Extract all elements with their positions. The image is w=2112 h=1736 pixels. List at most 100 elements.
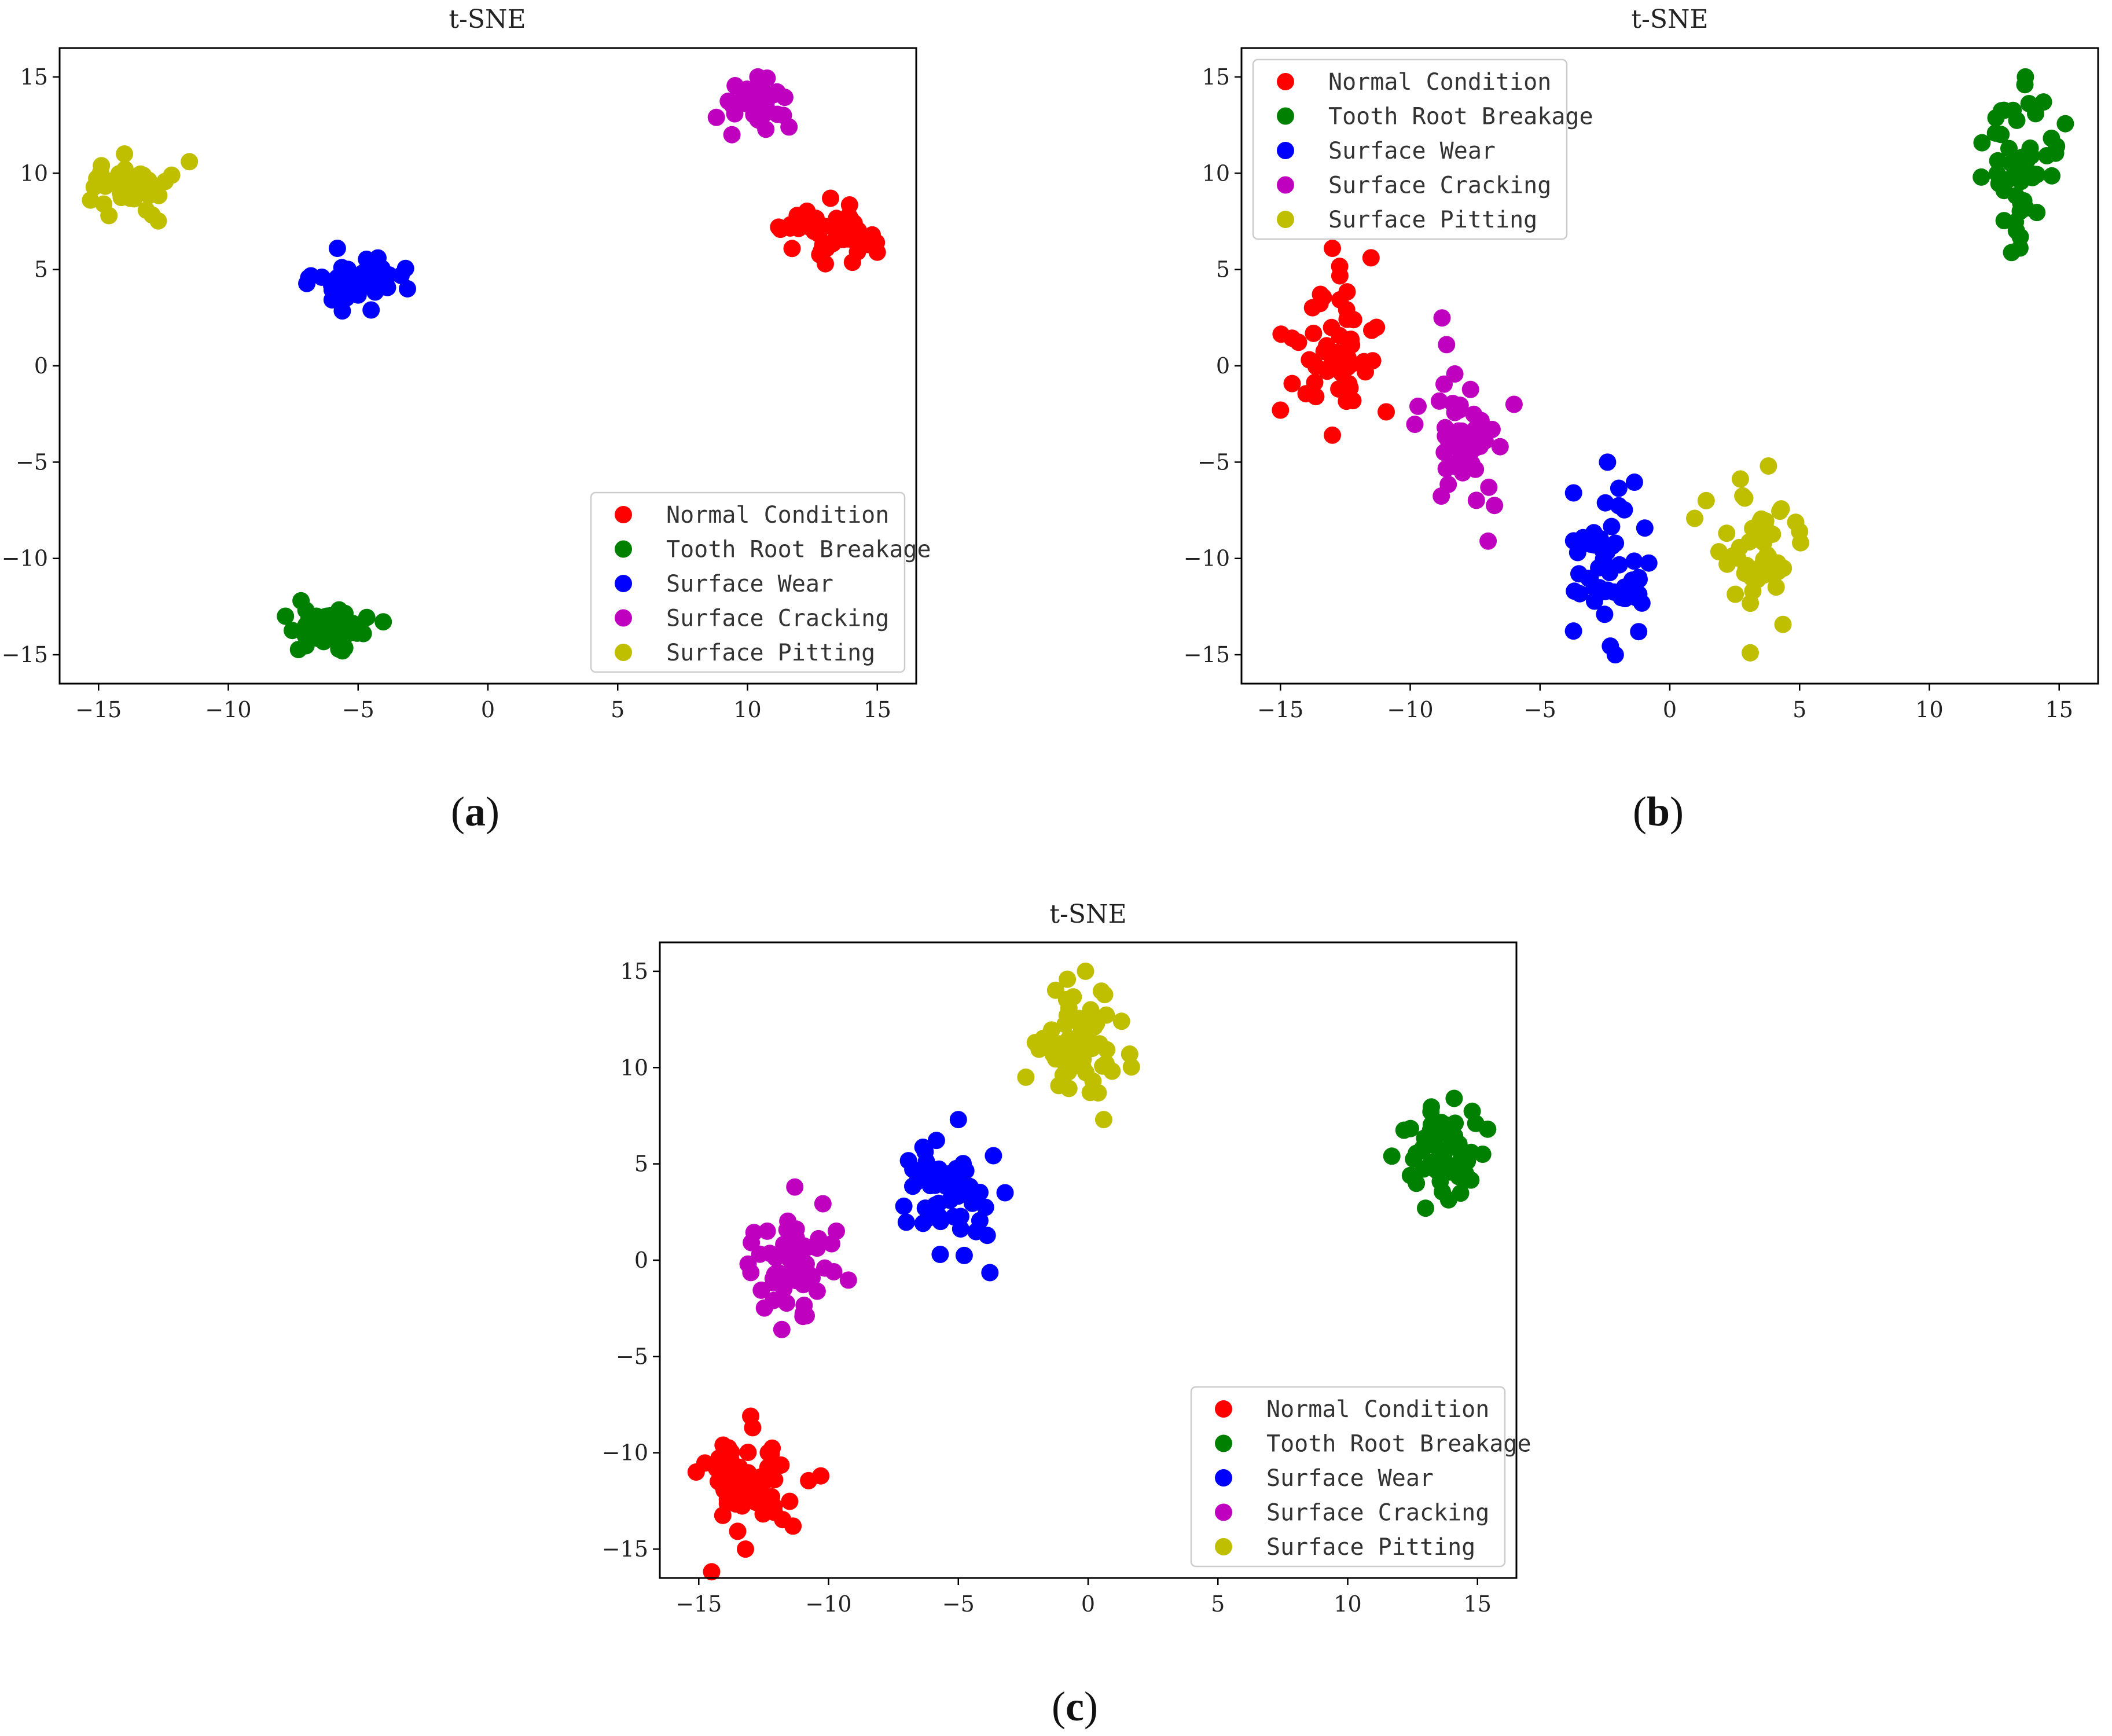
scatter-point — [899, 1152, 917, 1170]
scatter-point — [292, 592, 310, 610]
scatter-point — [714, 1506, 732, 1524]
legend-label: Normal Condition — [1328, 69, 1551, 96]
legend-label: Tooth Root Breakage — [1328, 104, 1593, 130]
panel-b-title: t-SNE — [1631, 5, 1708, 34]
scatter-point — [82, 191, 100, 209]
scatter-point — [1640, 554, 1658, 572]
scatter-point — [739, 1444, 757, 1461]
scatter-point — [399, 280, 416, 298]
panel-a-title: t-SNE — [449, 5, 526, 34]
scatter-point — [298, 274, 316, 292]
series-pitting-points — [1686, 457, 1809, 662]
scatter-point — [757, 1503, 774, 1521]
panel-a-legend: Normal Condition Tooth Root Breakage Surfa… — [590, 491, 931, 673]
panel-c-xticks: −15 −10 −5 0 5 10 15 — [675, 1578, 1492, 1617]
scatter-point — [726, 96, 744, 113]
scatter-point — [712, 1476, 730, 1493]
legend-marker-normal — [615, 506, 632, 523]
scatter-point — [794, 1305, 812, 1323]
scatter-point — [2028, 204, 2046, 222]
series-cracking-points — [707, 68, 798, 144]
scatter-point — [1486, 497, 1504, 515]
scatter-point — [1325, 353, 1343, 370]
scatter-point — [1430, 392, 1448, 410]
scatter-point — [932, 1213, 950, 1231]
scatter-point — [725, 1488, 743, 1506]
panel-c-legend: Normal Condition Tooth Root Breakage Surfa… — [1190, 1386, 1531, 1568]
panel-a-caption: (a) — [451, 788, 499, 835]
scatter-point — [981, 1264, 999, 1282]
legend-marker-wear — [615, 575, 632, 592]
scatter-point — [1973, 168, 1990, 186]
scatter-point — [931, 1246, 949, 1263]
y-tick-label: 0 — [1216, 353, 1230, 379]
scatter-point — [897, 1213, 915, 1231]
series-cracking-points — [1406, 309, 1523, 550]
scatter-point — [763, 1488, 781, 1506]
scatter-point — [945, 1208, 963, 1225]
scatter-point — [1727, 585, 1744, 603]
scatter-point — [985, 1147, 1002, 1165]
scatter-point — [1724, 547, 1742, 565]
scatter-point — [366, 283, 384, 301]
scatter-point — [2008, 111, 2026, 129]
scatter-point — [956, 1179, 974, 1196]
y-tick-label: −10 — [2, 546, 48, 571]
x-tick-label: −5 — [942, 1591, 975, 1617]
scatter-point — [1742, 644, 1759, 662]
scatter-point — [1564, 622, 1582, 640]
legend-item: Surface Pitting — [1277, 207, 1537, 233]
scatter-point — [723, 126, 741, 144]
scatter-point — [784, 1517, 802, 1535]
scatter-point — [1574, 528, 1592, 546]
x-tick-label: 15 — [2045, 697, 2073, 722]
legend-box — [1252, 58, 1568, 240]
panel-b-legend: Normal Condition Tooth Root Breakage Surfa… — [1252, 58, 1593, 240]
scatter-point — [1758, 565, 1776, 583]
scatter-point — [1599, 453, 1617, 471]
scatter-point — [1417, 1199, 1434, 1217]
scatter-point — [1338, 283, 1356, 301]
series-wear-points — [895, 1111, 1014, 1282]
legend-marker-pitting — [615, 644, 632, 661]
scatter-point — [1406, 416, 1424, 433]
scatter-point — [1097, 1006, 1115, 1024]
scatter-point — [289, 641, 307, 659]
scatter-point — [745, 1224, 763, 1242]
legend-item: Surface Wear — [1277, 138, 1496, 164]
y-tick-label: 15 — [1202, 64, 1230, 90]
scatter-point — [1610, 479, 1628, 497]
y-tick-label: 15 — [20, 64, 48, 90]
scatter-point — [1364, 352, 1382, 370]
legend-item: Surface Cracking — [615, 605, 889, 632]
scatter-point — [1446, 1159, 1464, 1177]
scatter-point — [719, 1439, 737, 1457]
scatter-point — [951, 1159, 969, 1177]
scatter-point — [1383, 1147, 1401, 1165]
scatter-point — [864, 226, 881, 244]
scatter-point — [739, 1255, 757, 1273]
scatter-point — [284, 622, 301, 640]
scatter-point — [781, 1492, 799, 1510]
scatter-point — [967, 1223, 985, 1240]
scatter-point — [105, 171, 123, 189]
scatter-point — [1596, 494, 1614, 512]
scatter-point — [2056, 115, 2074, 133]
scatter-point — [1046, 1050, 1064, 1068]
x-tick-label: −15 — [675, 1591, 722, 1617]
scatter-point — [1272, 325, 1290, 343]
y-tick-label: 5 — [1216, 257, 1230, 282]
scatter-point — [163, 166, 181, 184]
scatter-point — [757, 97, 775, 115]
scatter-point — [831, 225, 849, 243]
scatter-point — [1324, 426, 1341, 444]
scatter-point — [1305, 353, 1323, 371]
series-wear-points — [298, 240, 416, 320]
x-tick-label: −10 — [805, 1591, 851, 1617]
panel-b-caption-letter: b — [1647, 788, 1670, 835]
panel-b: t-SNE −15 −10 −5 0 5 10 15 −15 −10 −5 0 5 10 15 Norm… — [1184, 5, 2099, 835]
scatter-point — [778, 1267, 796, 1285]
scatter-point — [1435, 1142, 1453, 1159]
legend-marker-wear — [1215, 1469, 1232, 1487]
scatter-point — [1995, 101, 2013, 119]
